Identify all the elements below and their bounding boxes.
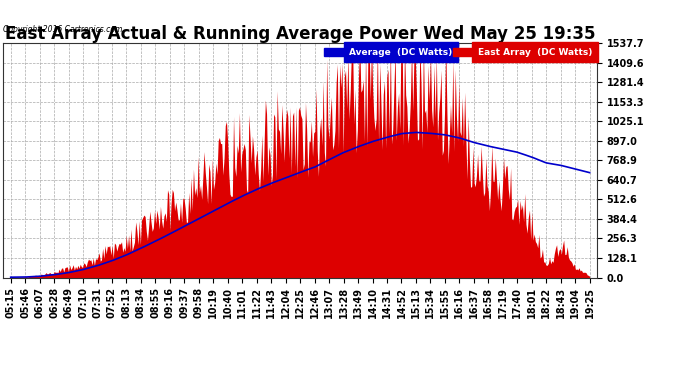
Legend: Average  (DC Watts), East Array  (DC Watts): Average (DC Watts), East Array (DC Watts… xyxy=(324,48,592,57)
Text: Copyright 2016 Cartronics.com: Copyright 2016 Cartronics.com xyxy=(3,25,123,34)
Title: East Array Actual & Running Average Power Wed May 25 19:35: East Array Actual & Running Average Powe… xyxy=(5,25,595,43)
